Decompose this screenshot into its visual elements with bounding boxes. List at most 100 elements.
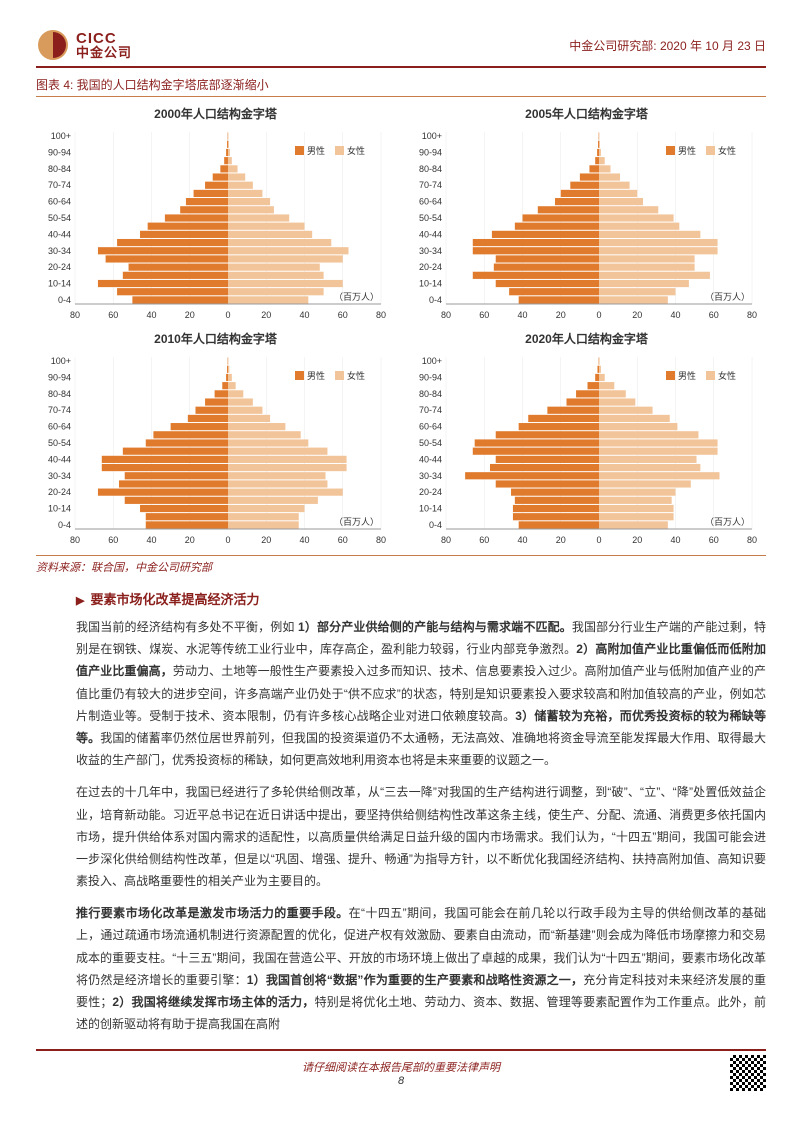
- svg-text:80-84: 80-84: [418, 164, 441, 174]
- svg-text:20-24: 20-24: [418, 262, 441, 272]
- svg-text:80: 80: [69, 535, 79, 545]
- svg-text:90-94: 90-94: [418, 147, 441, 157]
- logo: CICC中金公司: [36, 28, 132, 62]
- svg-text:50-54: 50-54: [418, 213, 441, 223]
- disclaimer: 请仔细阅读在本报告尾部的重要法律声明: [72, 1059, 730, 1075]
- body-paragraph: 在过去的十几年中，我国已经进行了多轮供给侧改革，从“三去一降”对我国的生产结构进…: [76, 781, 766, 892]
- svg-text:10-14: 10-14: [47, 504, 70, 514]
- svg-text:60: 60: [337, 535, 347, 545]
- svg-text:80: 80: [375, 310, 385, 320]
- svg-text:40: 40: [299, 310, 309, 320]
- pyramid-chart: 2010年人口结构金字塔806040200204060800-410-1420-…: [36, 328, 395, 551]
- svg-text:女性: 女性: [718, 370, 736, 381]
- svg-text:男性: 男性: [307, 145, 325, 156]
- svg-text:30-34: 30-34: [47, 471, 70, 481]
- pyramid-chart: 2000年人口结构金字塔806040200204060800-410-1420-…: [36, 103, 395, 326]
- page-header: CICC中金公司 中金公司研究部: 2020 年 10 月 23 日: [36, 28, 766, 68]
- svg-text:70-74: 70-74: [47, 405, 70, 415]
- chart-title: 2000年人口结构金字塔: [36, 105, 395, 122]
- svg-text:10-14: 10-14: [418, 279, 441, 289]
- chart-grid: 2000年人口结构金字塔 80 60 40 20 0 20 40 60 80 0-4 10-14 20-…: [36, 103, 766, 551]
- svg-text:60: 60: [479, 535, 489, 545]
- svg-text:男性: 男性: [678, 145, 696, 156]
- svg-text:40: 40: [517, 535, 527, 545]
- qr-icon: [730, 1055, 766, 1091]
- svg-text:20: 20: [261, 310, 271, 320]
- pyramid-svg: 806040200204060800-410-1420-2430-3440-44…: [41, 351, 391, 551]
- body-paragraphs: 我国当前的经济结构有多处不平衡，例如 1）部分产业供给侧的产能与结构与需求端不匹…: [36, 616, 766, 1035]
- svg-text:80-84: 80-84: [418, 389, 441, 399]
- svg-text:0: 0: [596, 310, 601, 320]
- svg-text:40: 40: [517, 310, 527, 320]
- svg-text:40-44: 40-44: [47, 229, 70, 239]
- svg-text:0: 0: [225, 310, 230, 320]
- page-footer: 请仔细阅读在本报告尾部的重要法律声明 8: [36, 1049, 766, 1091]
- svg-text:80: 80: [375, 535, 385, 545]
- svg-text:80: 80: [746, 535, 756, 545]
- svg-text:60: 60: [708, 535, 718, 545]
- svg-text:80: 80: [746, 310, 756, 320]
- svg-text:（百万人）: （百万人）: [704, 292, 749, 302]
- svg-text:30-34: 30-34: [47, 246, 70, 256]
- svg-text:40: 40: [146, 535, 156, 545]
- svg-text:30-34: 30-34: [418, 246, 441, 256]
- svg-text:70-74: 70-74: [47, 180, 70, 190]
- logo-text-en: CICC: [76, 31, 132, 46]
- svg-text:0-4: 0-4: [57, 520, 70, 530]
- svg-text:40-44: 40-44: [418, 454, 441, 464]
- svg-text:10-14: 10-14: [418, 504, 441, 514]
- svg-text:20: 20: [184, 310, 194, 320]
- body-paragraph: 我国当前的经济结构有多处不平衡，例如 1）部分产业供给侧的产能与结构与需求端不匹…: [76, 616, 766, 771]
- svg-text:0-4: 0-4: [57, 295, 70, 305]
- svg-text:80-84: 80-84: [47, 164, 70, 174]
- svg-text:60-64: 60-64: [47, 197, 70, 207]
- svg-text:100+: 100+: [421, 356, 441, 366]
- page-number: 8: [72, 1075, 730, 1087]
- svg-text:60: 60: [708, 310, 718, 320]
- svg-text:10-14: 10-14: [47, 279, 70, 289]
- pyramid-svg: 806040200204060800-410-1420-2430-3440-44…: [412, 351, 762, 551]
- svg-text:60-64: 60-64: [418, 422, 441, 432]
- figure-source: 资料来源：联合国，中金公司研究部: [36, 555, 766, 575]
- svg-text:40-44: 40-44: [47, 454, 70, 464]
- svg-text:70-74: 70-74: [418, 180, 441, 190]
- svg-text:0-4: 0-4: [428, 295, 441, 305]
- chart-title: 2005年人口结构金字塔: [407, 105, 766, 122]
- svg-text:100+: 100+: [50, 356, 70, 366]
- svg-text:60: 60: [337, 310, 347, 320]
- svg-text:90-94: 90-94: [47, 147, 70, 157]
- svg-text:（百万人）: （百万人）: [704, 517, 749, 527]
- svg-text:20: 20: [555, 310, 565, 320]
- svg-text:男性: 男性: [678, 370, 696, 381]
- svg-text:80-84: 80-84: [47, 389, 70, 399]
- svg-text:（百万人）: （百万人）: [333, 517, 378, 527]
- date-label: 2020 年 10 月 23 日: [660, 39, 766, 53]
- svg-text:女性: 女性: [347, 145, 365, 156]
- svg-text:90-94: 90-94: [418, 372, 441, 382]
- svg-text:50-54: 50-54: [418, 438, 441, 448]
- svg-text:40: 40: [670, 310, 680, 320]
- svg-text:60: 60: [108, 310, 118, 320]
- svg-text:20-24: 20-24: [47, 262, 70, 272]
- svg-text:100+: 100+: [50, 131, 70, 141]
- svg-text:90-94: 90-94: [47, 372, 70, 382]
- chart-title: 2010年人口结构金字塔: [36, 330, 395, 347]
- svg-text:20: 20: [261, 535, 271, 545]
- chart-title: 2020年人口结构金字塔: [407, 330, 766, 347]
- logo-text-cn: 中金公司: [76, 46, 132, 59]
- svg-text:40-44: 40-44: [418, 229, 441, 239]
- svg-text:20: 20: [555, 535, 565, 545]
- dept-label: 中金公司研究部:: [569, 39, 656, 53]
- svg-text:20: 20: [184, 535, 194, 545]
- svg-text:30-34: 30-34: [418, 471, 441, 481]
- pyramid-svg: 806040200204060800-410-1420-2430-3440-44…: [412, 126, 762, 326]
- header-right: 中金公司研究部: 2020 年 10 月 23 日: [569, 37, 766, 54]
- svg-text:20-24: 20-24: [418, 487, 441, 497]
- svg-text:100+: 100+: [421, 131, 441, 141]
- body-paragraph: 推行要素市场化改革是激发市场活力的重要手段。在“十四五”期间，我国可能会在前几轮…: [76, 902, 766, 1035]
- svg-text:（百万人）: （百万人）: [333, 292, 378, 302]
- svg-text:60-64: 60-64: [47, 422, 70, 432]
- svg-text:40: 40: [670, 535, 680, 545]
- svg-text:70-74: 70-74: [418, 405, 441, 415]
- svg-text:0: 0: [596, 535, 601, 545]
